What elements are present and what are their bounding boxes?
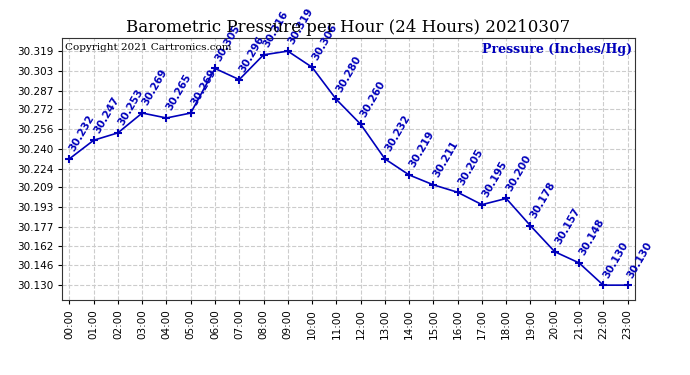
Text: 30.130: 30.130	[626, 240, 655, 280]
Text: 30.253: 30.253	[116, 87, 145, 127]
Text: 30.319: 30.319	[286, 6, 315, 46]
Text: 30.232: 30.232	[68, 113, 97, 153]
Text: 30.280: 30.280	[335, 54, 364, 94]
Text: 30.219: 30.219	[407, 130, 436, 170]
Text: 30.200: 30.200	[504, 153, 533, 193]
Text: 30.205: 30.205	[456, 147, 484, 187]
Text: 30.305: 30.305	[213, 23, 242, 63]
Text: Copyright 2021 Cartronics.com: Copyright 2021 Cartronics.com	[65, 43, 231, 52]
Text: 30.178: 30.178	[529, 180, 558, 220]
Text: 30.306: 30.306	[310, 22, 339, 62]
Text: 30.316: 30.316	[262, 9, 290, 49]
Text: 30.157: 30.157	[553, 206, 582, 246]
Text: 30.269: 30.269	[189, 68, 218, 108]
Text: 30.265: 30.265	[165, 73, 193, 112]
Text: 30.260: 30.260	[359, 79, 388, 118]
Text: 30.232: 30.232	[383, 113, 412, 153]
Text: 30.130: 30.130	[602, 240, 631, 280]
Text: Pressure (Inches/Hg): Pressure (Inches/Hg)	[482, 43, 632, 56]
Text: 30.269: 30.269	[141, 68, 169, 108]
Title: Barometric Pressure per Hour (24 Hours) 20210307: Barometric Pressure per Hour (24 Hours) …	[126, 19, 571, 36]
Text: 30.296: 30.296	[237, 34, 266, 74]
Text: 30.148: 30.148	[578, 217, 606, 257]
Text: 30.211: 30.211	[432, 140, 460, 179]
Text: 30.247: 30.247	[92, 94, 121, 135]
Text: 30.195: 30.195	[480, 159, 509, 199]
